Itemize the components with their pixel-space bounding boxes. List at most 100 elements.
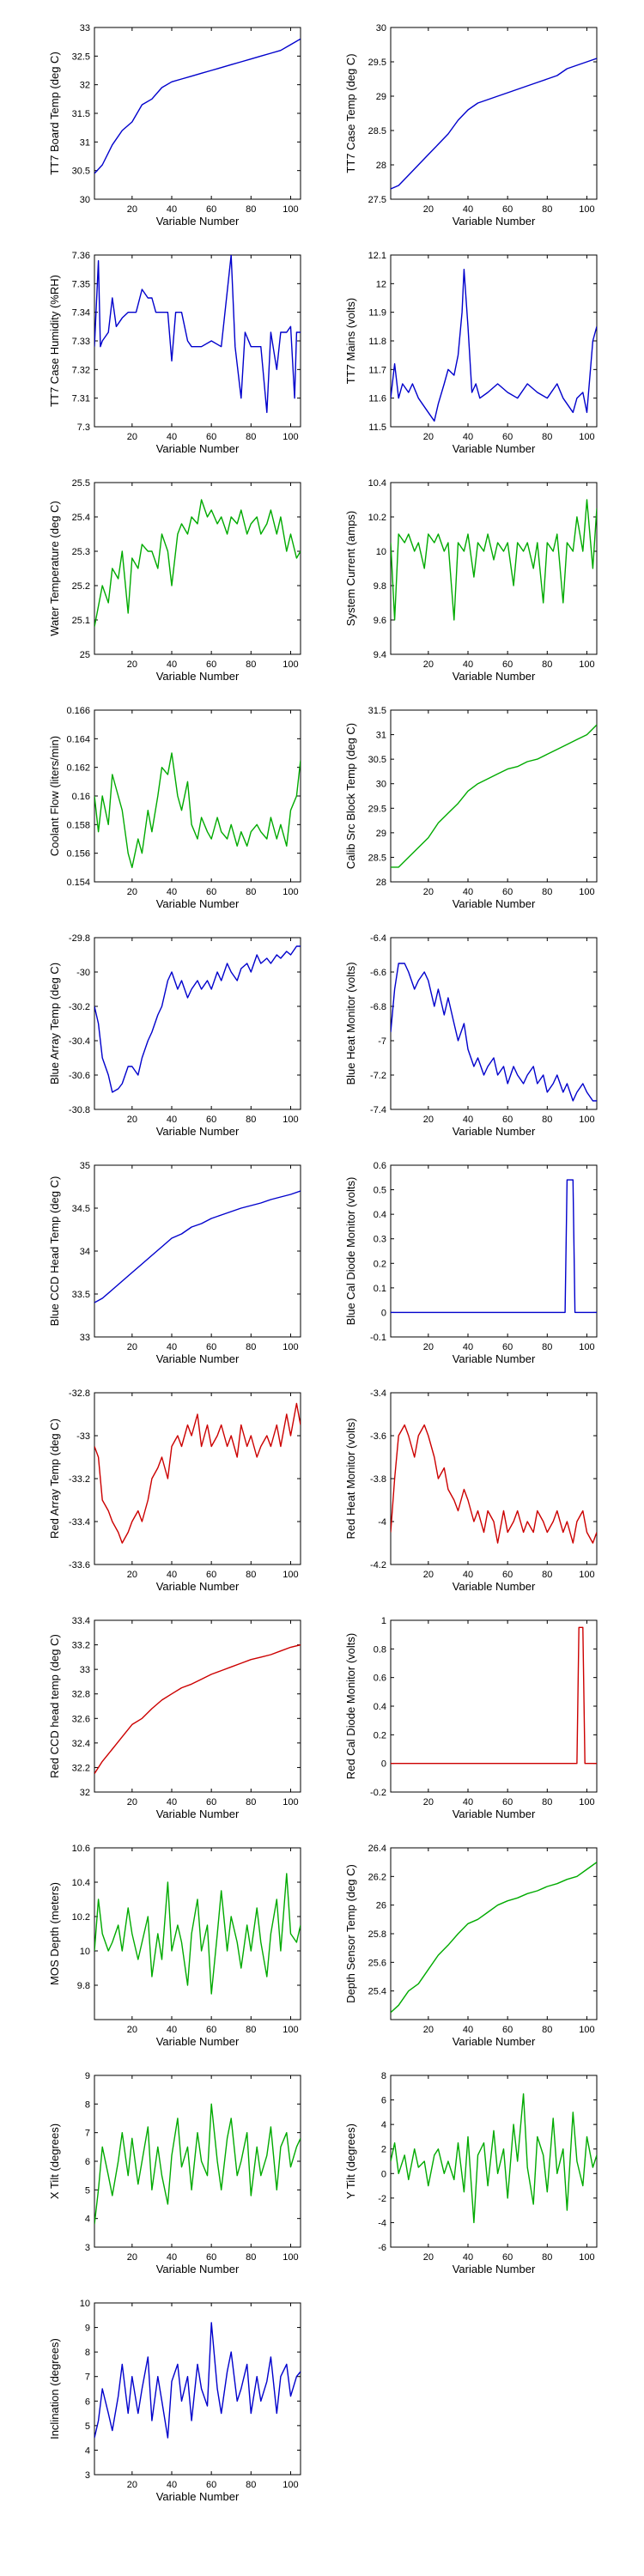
x-tick-label: 80 xyxy=(542,204,552,215)
y-tick-label: 4 xyxy=(381,2120,386,2130)
y-tick-label: 7.33 xyxy=(72,337,90,347)
y-tick-label: 31.5 xyxy=(72,109,90,119)
y-tick-label: 34.5 xyxy=(72,1204,90,1214)
x-tick-label: 80 xyxy=(542,1797,552,1807)
x-tick-label: 40 xyxy=(463,659,473,670)
x-axis-label: Variable Number xyxy=(156,2490,240,2503)
y-tick-label: 33.4 xyxy=(72,1616,90,1626)
plot-area xyxy=(390,2075,598,2248)
y-tick-label: 0.1 xyxy=(374,1284,386,1294)
x-axis-label: Variable Number xyxy=(156,2263,240,2275)
series-line xyxy=(94,499,301,628)
y-tick-label: 11.8 xyxy=(368,337,386,347)
y-tick-label: 10.4 xyxy=(368,478,386,489)
y-tick-label: -0.2 xyxy=(370,1788,386,1798)
x-tick-label: 60 xyxy=(502,1570,513,1580)
y-tick-label: 0.4 xyxy=(374,1210,386,1220)
plot-area xyxy=(390,1392,598,1565)
x-axis-label: Variable Number xyxy=(156,1807,240,1820)
x-tick-label: 100 xyxy=(283,2252,298,2263)
y-tick-label: 10.2 xyxy=(368,513,386,523)
x-tick-label: 80 xyxy=(542,659,552,670)
y-tick-label: 32 xyxy=(80,81,90,91)
y-tick-label: 10.4 xyxy=(72,1878,90,1888)
y-tick-label: 7.31 xyxy=(72,394,90,404)
chart-1: 20 40 60 80 100 30 30.5 31 31.5 32 32.5 33 Variable … xyxy=(48,23,301,228)
chart-6: 20 40 60 80 100 9.4 9.6 9.8 10 10.2 10.4 Variable N… xyxy=(344,478,598,683)
y-tick-label: 0 xyxy=(381,1759,386,1770)
series-line xyxy=(391,499,597,621)
y-tick-label: 30 xyxy=(376,780,386,790)
x-tick-label: 60 xyxy=(502,1342,513,1352)
x-tick-label: 60 xyxy=(502,659,513,670)
y-tick-label: 25.4 xyxy=(72,513,90,523)
x-tick-label: 80 xyxy=(542,2025,552,2035)
y-tick-label: 0.6 xyxy=(374,1674,386,1684)
y-tick-label: -3.8 xyxy=(370,1474,386,1485)
y-tick-label: 11.5 xyxy=(368,422,386,433)
x-tick-label: 100 xyxy=(579,1342,594,1352)
y-tick-label: 29 xyxy=(376,829,386,839)
y-tick-label: -4.2 xyxy=(370,1560,386,1571)
y-tick-label: 29 xyxy=(376,92,386,102)
x-tick-label: 80 xyxy=(246,2025,256,2035)
x-tick-label: 100 xyxy=(283,432,298,442)
y-tick-label: 9 xyxy=(85,2324,90,2334)
chart-20: 20 40 60 80 100 -6 -4 -2 0 2 4 6 8 Variable Number Y T… xyxy=(344,2071,598,2275)
x-tick-label: 20 xyxy=(127,1115,137,1125)
y-tick-label: 0.4 xyxy=(374,1702,386,1712)
x-tick-label: 40 xyxy=(167,1342,177,1352)
x-axis-label: Variable Number xyxy=(453,2035,536,2048)
y-tick-label: 32 xyxy=(80,1788,90,1798)
y-tick-label: 31 xyxy=(80,137,90,148)
y-tick-label: 0.2 xyxy=(374,1730,386,1741)
x-axis-label: Variable Number xyxy=(156,1580,240,1593)
y-tick-label: 8 xyxy=(381,2071,386,2081)
chart-2: 20 40 60 80 100 27.5 28 28.5 29 29.5 30 Variable Nu… xyxy=(344,23,598,228)
y-tick-label: 28 xyxy=(376,878,386,888)
x-tick-label: 80 xyxy=(246,204,256,215)
x-tick-label: 80 xyxy=(246,1342,256,1352)
chart-18: 20 40 60 80 100 25.4 25.6 25.8 26 26.2 26.4 Variabl… xyxy=(344,1844,598,2048)
series-line xyxy=(391,724,597,868)
x-tick-label: 60 xyxy=(502,204,513,215)
x-tick-label: 40 xyxy=(463,2025,473,2035)
x-tick-label: 60 xyxy=(502,887,513,897)
y-tick-label: 32.5 xyxy=(72,52,90,62)
series-line xyxy=(391,963,597,1102)
y-tick-label: -0.1 xyxy=(370,1333,386,1343)
y-tick-label: 26.2 xyxy=(368,1872,386,1882)
y-tick-label: -32.8 xyxy=(69,1388,90,1399)
x-axis-label: Variable Number xyxy=(453,215,536,228)
y-tick-label: 30 xyxy=(80,195,90,205)
y-tick-label: 9.8 xyxy=(77,1981,90,1991)
y-tick-label: 7.3 xyxy=(77,422,90,433)
x-tick-label: 60 xyxy=(206,1342,216,1352)
y-tick-label: 7 xyxy=(85,2129,90,2139)
y-tick-label: -30 xyxy=(76,968,90,978)
x-tick-label: 80 xyxy=(542,432,552,442)
y-tick-label: 6 xyxy=(85,2157,90,2167)
y-tick-label: 25.1 xyxy=(72,616,90,626)
y-tick-label: 0.166 xyxy=(66,706,90,716)
chart-8: 20 40 60 80 100 28 28.5 29 29.5 30 30.5 31 31.5 Varia… xyxy=(344,706,598,910)
y-axis-label: Inclination (degrees) xyxy=(48,2338,61,2439)
x-tick-label: 100 xyxy=(283,204,298,215)
y-tick-label: 27.5 xyxy=(368,195,386,205)
series-line xyxy=(94,1643,301,1774)
plot-area xyxy=(390,27,598,200)
x-tick-label: 20 xyxy=(423,432,434,442)
x-tick-label: 100 xyxy=(579,2025,594,2035)
plot-area xyxy=(94,254,301,428)
chart-4: 20 40 60 80 100 11.5 11.6 11.7 11.8 11.9 12 12.1 Var… xyxy=(344,251,598,455)
plot-area xyxy=(94,1847,301,2020)
y-tick-label: 10 xyxy=(80,1947,90,1957)
x-tick-label: 40 xyxy=(463,2252,473,2263)
x-tick-label: 40 xyxy=(167,2480,177,2490)
y-tick-label: -33.6 xyxy=(69,1560,90,1571)
chart-9: 20 40 60 80 100 -30.8 -30.6 -30.4 -30.2 -30 -29.8 V… xyxy=(48,933,301,1138)
chart-14: 20 40 60 80 100 -4.2 -4 -3.8 -3.6 -3.4 Variable Nu… xyxy=(344,1388,598,1593)
y-axis-label: TT7 Case Temp (deg C) xyxy=(344,53,357,173)
series-line xyxy=(391,1424,597,1544)
x-tick-label: 40 xyxy=(167,1115,177,1125)
